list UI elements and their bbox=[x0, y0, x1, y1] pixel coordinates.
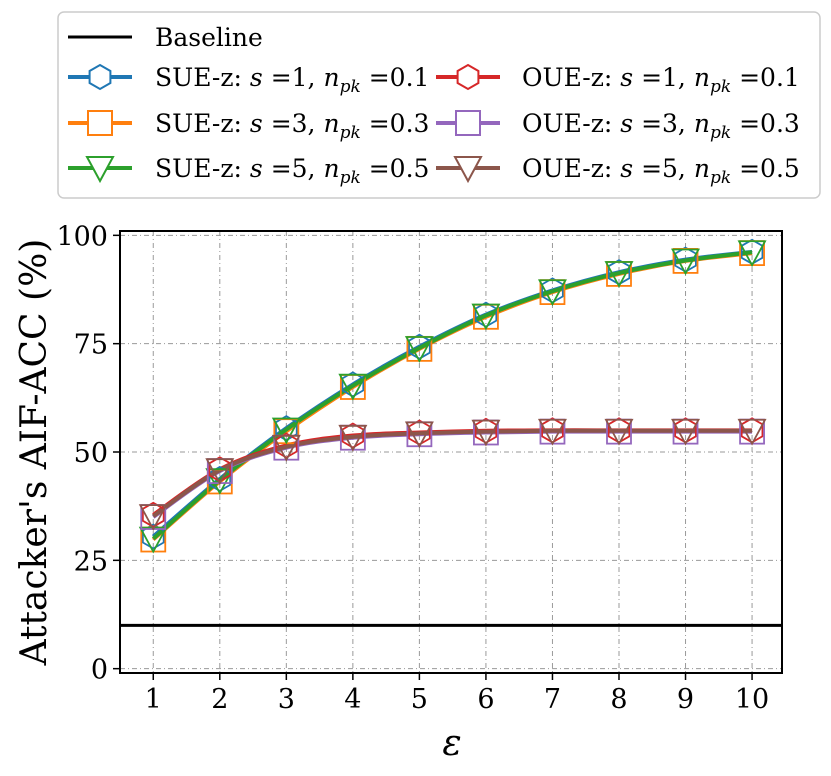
data-point-s3-5 bbox=[404, 336, 434, 363]
data-point-s6-8 bbox=[604, 418, 634, 446]
legend-sue-s1-marker bbox=[88, 63, 112, 91]
legend-sue-s3-label: SUE-z: s =3, npk =0.3 bbox=[155, 109, 429, 143]
data-point-s6-10 bbox=[737, 418, 767, 446]
y-tick-label: 75 bbox=[74, 330, 108, 361]
data-point-s3-2 bbox=[205, 468, 235, 496]
data-point-s6-7 bbox=[537, 418, 567, 446]
legend-frame bbox=[57, 11, 821, 199]
legend-entry-sue-s3: SUE-z: s =3, npk =0.3 bbox=[68, 109, 429, 143]
legend-oue-s1-label: OUE-z: s =1, npk =0.1 bbox=[522, 63, 800, 97]
data-point-s3-8 bbox=[604, 261, 634, 288]
y-axis-label: Attacker's AIF-ACC (%) bbox=[14, 239, 55, 667]
data-point-s6-3 bbox=[271, 434, 301, 462]
y-tick-label: 100 bbox=[56, 221, 108, 252]
x-axis-ticks: 1 2 3 4 5 6 7 8 9 10 bbox=[145, 673, 769, 715]
x-tick-label: 5 bbox=[411, 684, 428, 715]
x-tick-label: 1 bbox=[145, 684, 162, 715]
legend-entry-oue-s3: OUE-z: s =3, npk =0.3 bbox=[436, 109, 800, 143]
legend-oue-s3-label: OUE-z: s =3, npk =0.3 bbox=[522, 109, 800, 143]
x-tick-label: 7 bbox=[544, 684, 561, 715]
data-point-s6-6 bbox=[471, 419, 501, 447]
y-tick-label: 25 bbox=[74, 546, 108, 577]
legend-sue-s5-marker bbox=[85, 156, 115, 184]
data-point-s3-7 bbox=[537, 279, 567, 307]
data-point-s3-9 bbox=[671, 248, 701, 276]
markers-group bbox=[138, 238, 767, 554]
data-point-s6-1 bbox=[138, 504, 168, 532]
data-point-s6-2 bbox=[205, 458, 235, 486]
legend-entry-oue-s5: OUE-z: s =5, npk =0.5 bbox=[436, 154, 800, 188]
legend-oue-s3-marker bbox=[455, 110, 481, 136]
x-tick-label: 8 bbox=[610, 684, 627, 715]
legend-entry-sue-s1: SUE-z: s =1, npk =0.1 bbox=[68, 63, 429, 97]
legend: Baseline SUE-z: s =1, npk =0.1 SUE-z: s … bbox=[57, 11, 821, 199]
data-point-s6-4 bbox=[338, 424, 368, 452]
legend-entry-oue-s1: OUE-z: s =1, npk =0.1 bbox=[436, 63, 800, 97]
legend-baseline-label: Baseline bbox=[155, 23, 263, 52]
y-axis-ticks: 0 25 50 75 100 bbox=[56, 221, 120, 686]
legend-sue-s5-label: SUE-z: s =5, npk =0.5 bbox=[155, 154, 429, 188]
x-tick-label: 2 bbox=[211, 684, 228, 715]
y-tick-label: 50 bbox=[74, 438, 108, 469]
x-tick-label: 3 bbox=[278, 684, 295, 715]
legend-oue-s1-marker bbox=[456, 63, 480, 91]
series-line-5 bbox=[152, 429, 753, 519]
series-line-3 bbox=[151, 250, 753, 541]
data-point-s3-6 bbox=[471, 303, 501, 331]
data-point-s1-1 bbox=[141, 523, 165, 550]
x-tick-label: 6 bbox=[477, 684, 494, 715]
series-line-1 bbox=[151, 249, 753, 539]
series-line-6 bbox=[152, 428, 753, 518]
legend-sue-s1-label: SUE-z: s =1, npk =0.1 bbox=[155, 63, 429, 97]
x-axis-label: ε bbox=[442, 723, 461, 764]
grid bbox=[120, 231, 782, 673]
series-line-2 bbox=[151, 251, 753, 542]
y-tick-label: 0 bbox=[91, 655, 108, 686]
x-tick-label: 10 bbox=[735, 684, 769, 715]
legend-entry-sue-s5: SUE-z: s =5, npk =0.5 bbox=[68, 154, 429, 188]
x-tick-label: 4 bbox=[344, 684, 361, 715]
data-point-s6-9 bbox=[671, 418, 701, 446]
series-group bbox=[151, 249, 753, 542]
legend-oue-s5-label: OUE-z: s =5, npk =0.5 bbox=[522, 154, 800, 188]
data-point-s3-3 bbox=[271, 417, 301, 445]
legend-oue-s5-marker bbox=[453, 156, 483, 184]
data-point-s6-5 bbox=[404, 421, 434, 449]
data-point-s3-4 bbox=[338, 373, 368, 401]
data-point-s3-10 bbox=[737, 240, 767, 268]
legend-sue-s3-marker bbox=[87, 110, 113, 136]
series-line-4 bbox=[152, 428, 753, 517]
x-tick-label: 9 bbox=[677, 684, 694, 715]
